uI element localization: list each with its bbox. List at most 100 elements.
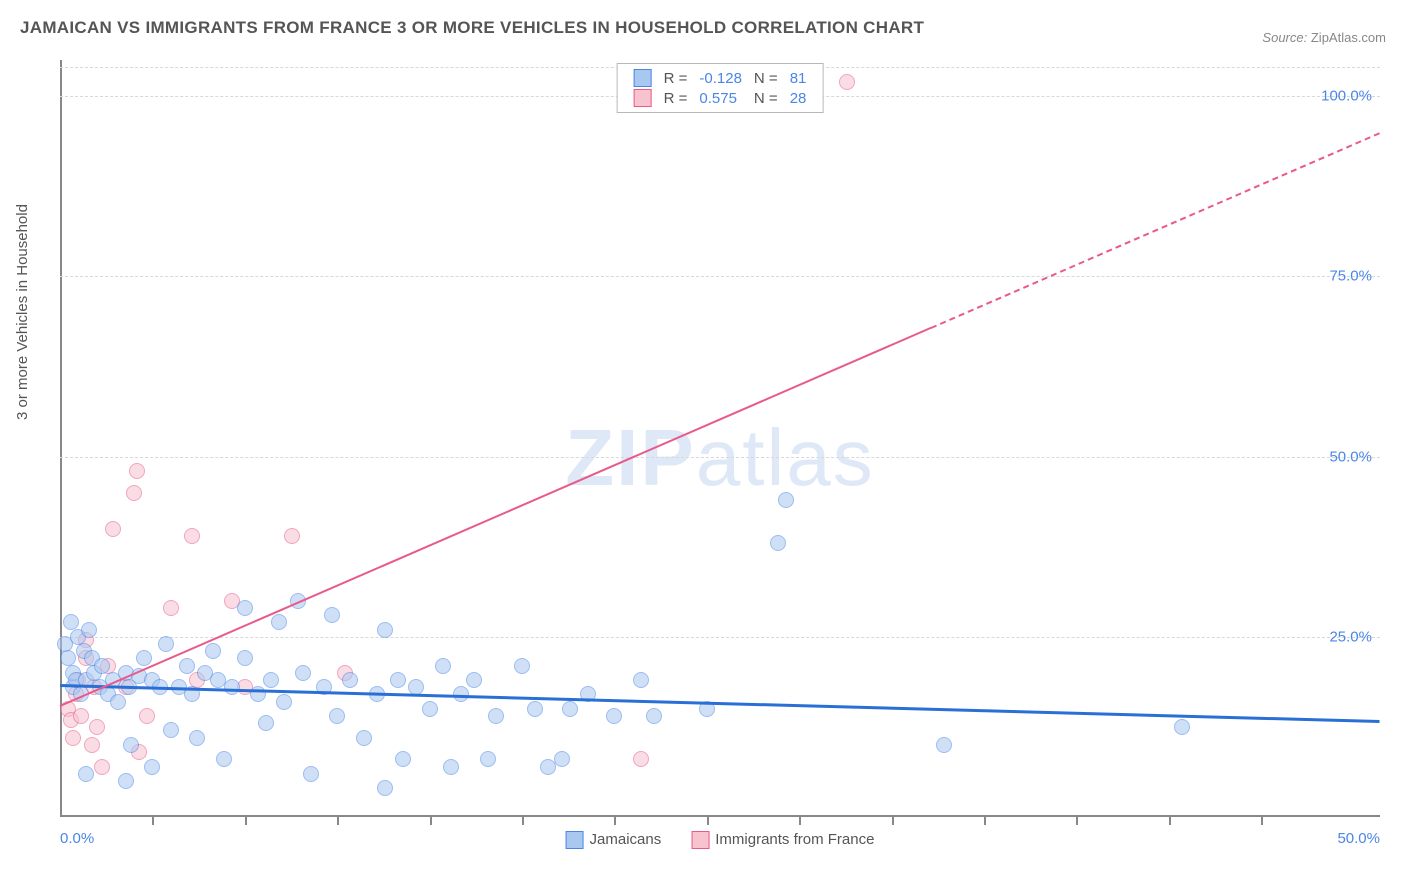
trend-line [931, 132, 1381, 329]
x-minor-tick [984, 817, 986, 825]
data-point-blue [94, 658, 110, 674]
source-label: Source: [1262, 30, 1307, 45]
data-point-blue [276, 694, 292, 710]
data-point-pink [84, 737, 100, 753]
chart-title: JAMAICAN VS IMMIGRANTS FROM FRANCE 3 OR … [20, 18, 924, 38]
data-point-blue [237, 650, 253, 666]
trend-line [60, 684, 1380, 723]
data-point-blue [377, 780, 393, 796]
y-tick-label: 75.0% [1329, 268, 1372, 285]
data-point-pink [839, 74, 855, 90]
legend-swatch-pink-icon [691, 831, 709, 849]
data-point-blue [606, 708, 622, 724]
x-minor-tick [892, 817, 894, 825]
data-point-blue [81, 622, 97, 638]
data-point-blue [324, 607, 340, 623]
legend-row-blue: R = -0.128 N = 81 [628, 68, 813, 88]
x-minor-tick [430, 817, 432, 825]
data-point-pink [129, 463, 145, 479]
data-point-blue [237, 600, 253, 616]
data-point-blue [466, 672, 482, 688]
data-point-blue [136, 650, 152, 666]
grid-line [60, 637, 1380, 638]
data-point-pink [73, 708, 89, 724]
data-point-blue [646, 708, 662, 724]
data-point-pink [94, 759, 110, 775]
data-point-blue [224, 679, 240, 695]
x-minor-tick [799, 817, 801, 825]
data-point-blue [936, 737, 952, 753]
y-axis-label: 3 or more Vehicles in Household [14, 204, 31, 420]
data-point-blue [144, 759, 160, 775]
legend-swatch-blue-icon [566, 831, 584, 849]
data-point-blue [395, 751, 411, 767]
data-point-blue [189, 730, 205, 746]
source-attribution: Source: ZipAtlas.com [1262, 30, 1386, 45]
data-point-blue [480, 751, 496, 767]
data-point-blue [179, 658, 195, 674]
data-point-blue [390, 672, 406, 688]
legend-item-pink: Immigrants from France [691, 831, 874, 849]
data-point-blue [295, 665, 311, 681]
data-point-pink [105, 521, 121, 537]
data-point-pink [126, 485, 142, 501]
data-point-pink [284, 528, 300, 544]
legend-row-pink: R = 0.575 N = 28 [628, 88, 813, 108]
data-point-blue [422, 701, 438, 717]
x-tick-label: 0.0% [60, 830, 94, 847]
data-point-blue [435, 658, 451, 674]
data-point-blue [514, 658, 530, 674]
x-minor-tick [1169, 817, 1171, 825]
data-point-blue [488, 708, 504, 724]
data-point-blue [263, 672, 279, 688]
data-point-blue [205, 643, 221, 659]
y-tick-label: 25.0% [1329, 628, 1372, 645]
x-minor-tick [1261, 817, 1263, 825]
data-point-pink [184, 528, 200, 544]
legend-swatch-pink [634, 89, 652, 107]
data-point-blue [554, 751, 570, 767]
grid-line [60, 276, 1380, 277]
x-minor-tick [245, 817, 247, 825]
data-point-blue [1174, 719, 1190, 735]
x-minor-tick [614, 817, 616, 825]
data-point-pink [633, 751, 649, 767]
data-point-blue [258, 715, 274, 731]
data-point-blue [633, 672, 649, 688]
data-point-blue [163, 722, 179, 738]
y-tick-label: 50.0% [1329, 448, 1372, 465]
data-point-blue [770, 535, 786, 551]
data-point-blue [110, 694, 126, 710]
grid-line [60, 457, 1380, 458]
data-point-blue [158, 636, 174, 652]
trend-line [60, 327, 932, 707]
data-point-blue [303, 766, 319, 782]
data-point-blue [377, 622, 393, 638]
data-point-blue [329, 708, 345, 724]
data-point-blue [271, 614, 287, 630]
x-tick-label: 50.0% [1337, 830, 1380, 847]
x-minor-tick [337, 817, 339, 825]
data-point-pink [65, 730, 81, 746]
data-point-blue [216, 751, 232, 767]
x-minor-tick [1076, 817, 1078, 825]
data-point-pink [89, 719, 105, 735]
x-minor-tick [522, 817, 524, 825]
y-tick-label: 100.0% [1321, 88, 1372, 105]
chart-area: ZIPatlas R = -0.128 N = 81 R = 0.575 N =… [60, 60, 1380, 855]
data-point-blue [443, 759, 459, 775]
data-point-blue [342, 672, 358, 688]
data-point-blue [123, 737, 139, 753]
data-point-pink [163, 600, 179, 616]
x-minor-tick [152, 817, 154, 825]
data-point-blue [356, 730, 372, 746]
source-value: ZipAtlas.com [1311, 30, 1386, 45]
correlation-legend: R = -0.128 N = 81 R = 0.575 N = 28 [617, 63, 824, 113]
data-point-blue [527, 701, 543, 717]
plot-canvas [60, 60, 1380, 855]
data-point-blue [78, 766, 94, 782]
series-legend: Jamaicans Immigrants from France [566, 831, 875, 849]
legend-swatch-blue [634, 69, 652, 87]
legend-item-blue: Jamaicans [566, 831, 662, 849]
x-minor-tick [707, 817, 709, 825]
